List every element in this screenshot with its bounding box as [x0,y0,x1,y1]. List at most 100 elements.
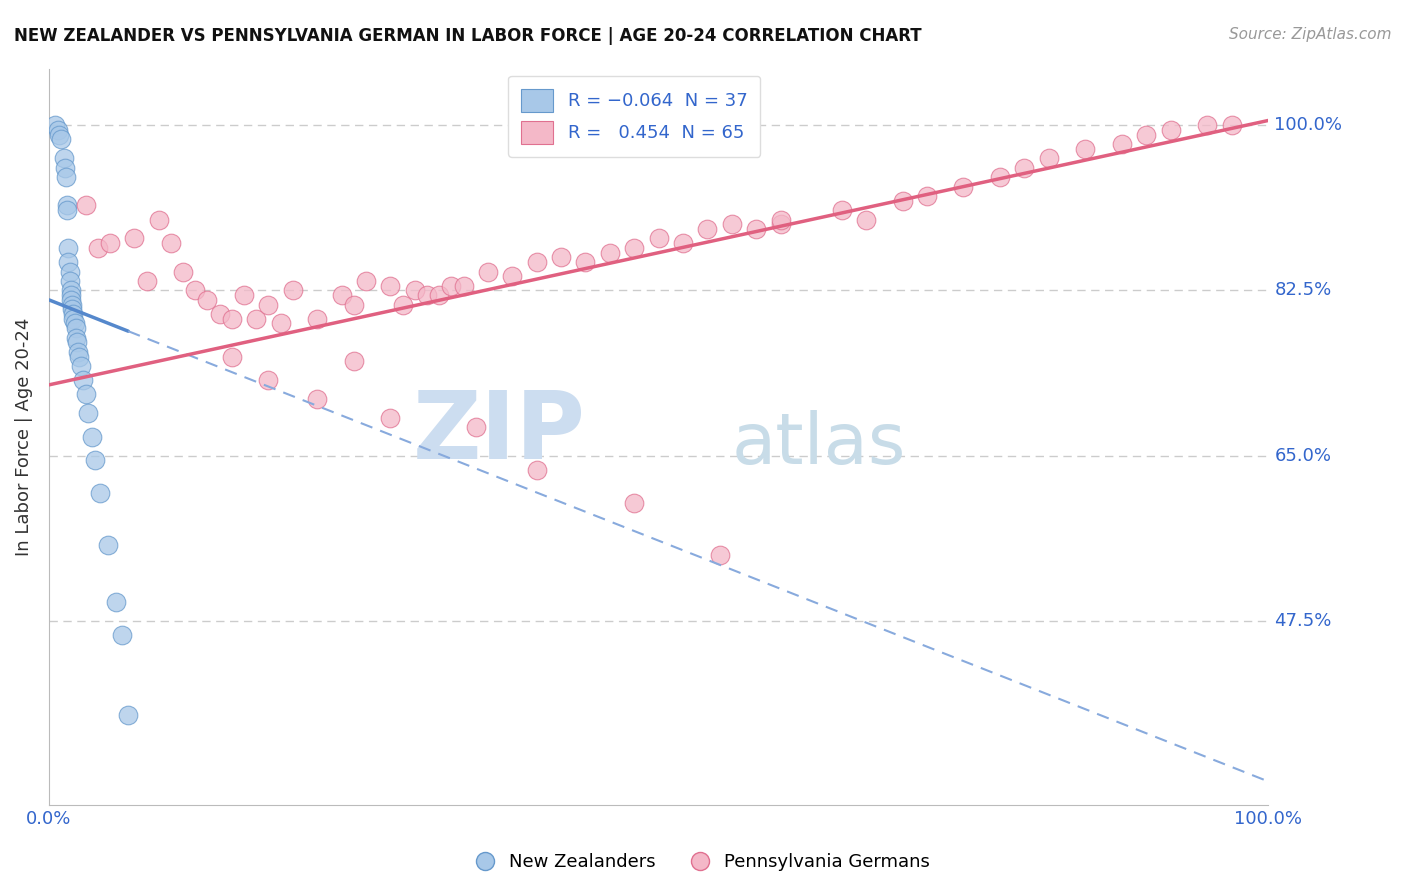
Point [696,222,718,236]
Point [831,203,853,218]
Point [197,293,219,307]
Point [111,628,134,642]
Point [96,538,118,552]
Point [56,203,79,218]
Point [380,278,402,293]
Text: 82.5%: 82.5% [1274,282,1331,300]
Point [48,128,70,142]
Text: ZIP: ZIP [412,387,585,479]
Point [526,463,548,477]
Point [87,241,110,255]
Point [416,288,439,302]
Point [89,486,111,500]
Point [62,311,84,326]
Text: atlas: atlas [731,409,907,479]
Point [84,453,107,467]
Point [343,297,366,311]
Point [427,288,450,302]
Point [58,255,80,269]
Point [44,118,66,132]
Point [66,335,89,350]
Point [59,288,82,302]
Point [526,255,548,269]
Point [720,217,742,231]
Point [69,359,91,373]
Point [98,236,121,251]
Point [257,373,280,387]
Point [343,354,366,368]
Point [60,297,83,311]
Point [58,241,80,255]
Point [72,373,94,387]
Point [709,548,731,562]
Point [135,274,157,288]
Point [221,311,243,326]
Point [281,284,304,298]
Point [952,179,974,194]
Point [172,264,194,278]
Point [307,311,329,326]
Point [1135,128,1157,142]
Point [148,212,170,227]
Point [221,350,243,364]
Text: 100.0%: 100.0% [1274,116,1343,134]
Point [672,236,695,251]
Point [80,430,103,444]
Text: NEW ZEALANDER VS PENNSYLVANIA GERMAN IN LABOR FORCE | AGE 20-24 CORRELATION CHAR: NEW ZEALANDER VS PENNSYLVANIA GERMAN IN … [14,27,922,45]
Point [56,198,79,212]
Point [1038,151,1060,165]
Point [307,392,329,406]
Point [208,307,231,321]
Point [55,170,77,185]
Point [745,222,768,236]
Point [75,198,97,212]
Point [245,311,267,326]
Point [404,284,426,298]
Point [160,236,183,251]
Point [391,297,413,311]
Point [330,288,353,302]
Point [233,288,256,302]
Point [53,161,76,175]
Point [453,278,475,293]
Point [1014,161,1036,175]
Point [1074,142,1097,156]
Text: Source: ZipAtlas.com: Source: ZipAtlas.com [1229,27,1392,42]
Point [46,123,69,137]
Point [59,293,82,307]
Point [51,132,73,146]
Point [550,251,572,265]
Point [65,321,87,335]
Point [63,317,86,331]
Text: 47.5%: 47.5% [1274,612,1331,630]
Point [60,302,83,317]
Point [440,278,463,293]
Point [67,344,90,359]
Point [184,284,207,298]
Text: 65.0%: 65.0% [1274,447,1331,465]
Point [257,297,280,311]
Point [599,245,621,260]
Point [988,170,1011,185]
Point [1160,123,1182,137]
Point [477,264,499,278]
Legend: R = −0.064  N = 37, R =   0.454  N = 65: R = −0.064 N = 37, R = 0.454 N = 65 [509,76,761,157]
Point [52,151,75,165]
Point [647,231,669,245]
Point [62,307,84,321]
Point [380,411,402,425]
Point [75,387,97,401]
Point [59,264,82,278]
Point [915,189,938,203]
Point [623,496,645,510]
Point [623,241,645,255]
Point [124,231,146,245]
Point [77,406,100,420]
Point [501,269,523,284]
Point [464,420,486,434]
Point [855,212,877,227]
Point [65,331,87,345]
Point [117,708,139,723]
Point [769,217,792,231]
Legend: New Zealanders, Pennsylvania Germans: New Zealanders, Pennsylvania Germans [470,847,936,879]
